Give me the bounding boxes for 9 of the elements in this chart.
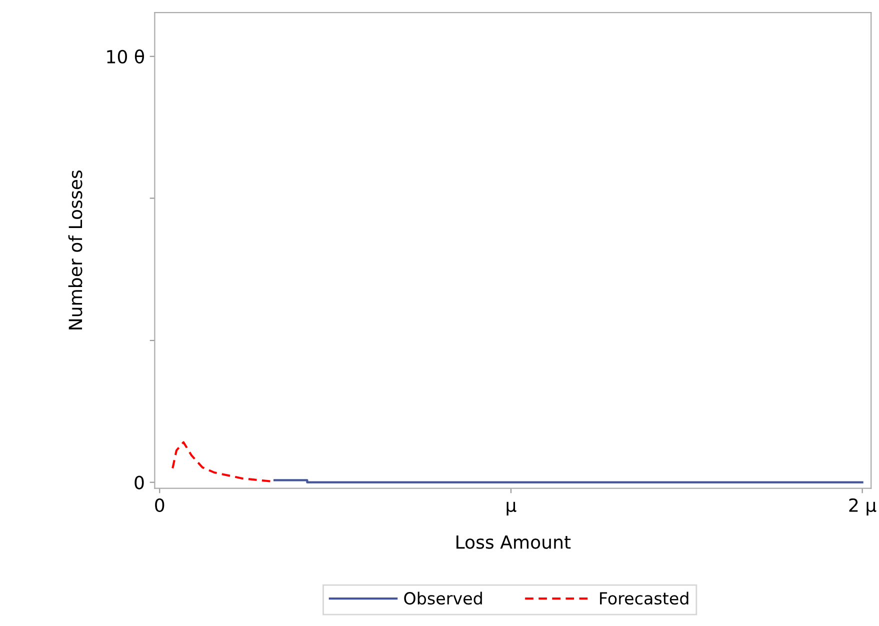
y-axis-title: Number of Losses xyxy=(68,170,82,330)
x-axis-title: Loss Amount xyxy=(456,535,571,549)
x-tick-label: 2 μ xyxy=(849,498,876,516)
line-series xyxy=(172,441,274,483)
legend-label: Forecasted xyxy=(600,592,688,605)
y-tick-label: 10 θ xyxy=(107,49,144,64)
legend-label: Observed xyxy=(404,592,482,605)
x-tick-label: μ xyxy=(506,502,516,516)
x-tick-label: 0 xyxy=(155,498,164,512)
